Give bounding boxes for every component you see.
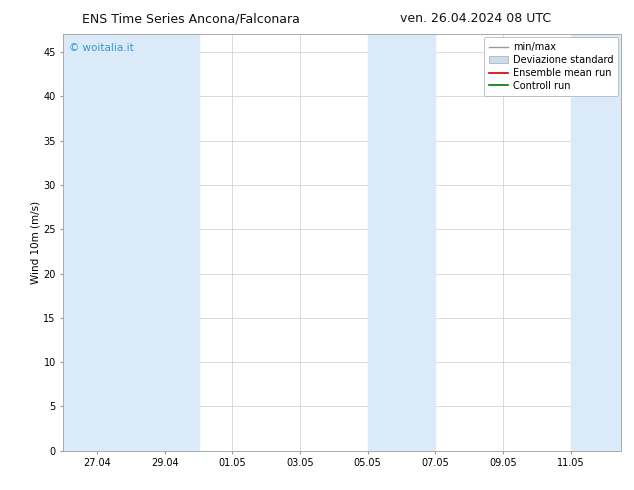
Bar: [571, 34, 621, 451]
Bar: [131, 34, 198, 451]
Bar: [63, 34, 131, 451]
Text: ven. 26.04.2024 08 UTC: ven. 26.04.2024 08 UTC: [401, 12, 552, 25]
Bar: [368, 34, 436, 451]
Text: © woitalia.it: © woitalia.it: [69, 43, 134, 52]
Y-axis label: Wind 10m (m/s): Wind 10m (m/s): [30, 201, 41, 284]
Legend: min/max, Deviazione standard, Ensemble mean run, Controll run: min/max, Deviazione standard, Ensemble m…: [484, 37, 618, 96]
Text: ENS Time Series Ancona/Falconara: ENS Time Series Ancona/Falconara: [82, 12, 301, 25]
